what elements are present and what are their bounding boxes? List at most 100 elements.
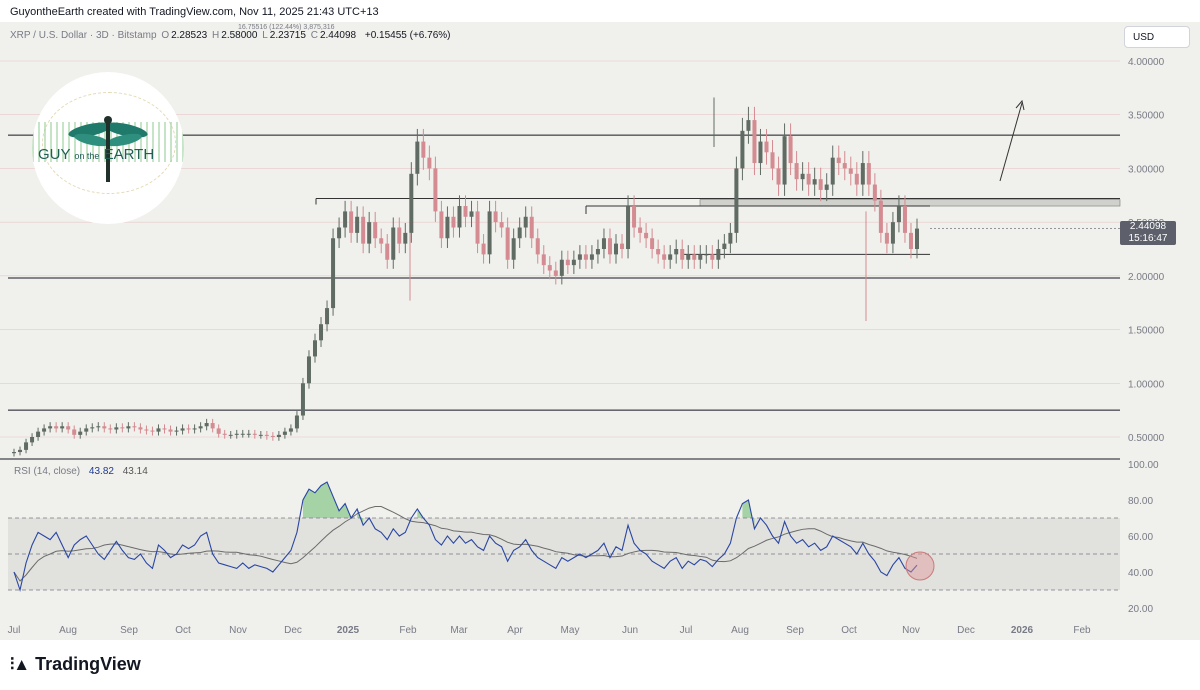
candle-body <box>427 157 432 169</box>
tradingview-logo[interactable]: ⫶▲ TradingView <box>10 654 141 675</box>
candle-body <box>216 428 221 434</box>
candle-body <box>60 426 65 429</box>
rsi-tick-label: 20.00 <box>1128 604 1153 615</box>
candle-body <box>866 163 871 185</box>
candle-body <box>565 259 570 266</box>
candle-body <box>144 429 149 431</box>
candle-body <box>36 431 41 437</box>
candle-body <box>294 415 299 429</box>
rsi-legend[interactable]: RSI (14, close) 43.82 43.14 <box>14 466 148 477</box>
rsi-value: 43.82 <box>88 466 114 477</box>
candle-body <box>535 238 540 255</box>
candle-body <box>487 211 492 255</box>
time-tick-label: Nov <box>229 625 247 636</box>
candle-body <box>517 227 522 239</box>
candle-body <box>180 428 185 431</box>
candle-body <box>686 254 691 260</box>
candle-body <box>505 227 510 260</box>
rsi-tick-label: 40.00 <box>1128 568 1153 579</box>
candle-body <box>228 434 233 436</box>
candle-body <box>908 232 913 249</box>
candle-body <box>325 308 330 325</box>
candle-body <box>343 211 348 228</box>
time-tick-label: Sep <box>120 625 138 636</box>
rsi-ma-value: 43.14 <box>122 466 148 477</box>
rsi-highlight-circle <box>905 551 935 581</box>
candle-body <box>270 435 275 437</box>
candle-body <box>650 238 655 249</box>
dragonfly-icon <box>68 116 148 182</box>
price-tick-label: 2.00000 <box>1128 272 1165 283</box>
candle-body <box>78 431 83 435</box>
candle-body <box>632 206 637 228</box>
candle-body <box>541 254 546 266</box>
candle-body <box>493 211 498 223</box>
candle-body <box>644 232 649 239</box>
rsi-title: RSI (14, close) <box>14 466 81 477</box>
ohlc-open-label: O <box>161 30 170 41</box>
candle-body <box>577 254 582 260</box>
price-tick-label: 3.50000 <box>1128 111 1165 122</box>
candle-body <box>373 222 378 239</box>
time-axis[interactable]: Jul Aug Sep Oct Nov Dec 2025 Feb Mar Apr May Jun Jul… <box>8 625 1091 636</box>
candle-body <box>511 238 516 260</box>
candle-body <box>367 222 372 244</box>
price-tick-label: 3.00000 <box>1128 164 1165 175</box>
candle-body <box>30 437 35 443</box>
projection-arrow <box>999 99 1025 182</box>
candle-body <box>680 249 685 260</box>
time-tick-label: Feb <box>399 625 417 636</box>
candle-body <box>210 423 215 429</box>
price-axis[interactable]: 4.000003.500003.000002.500002.000001.500… <box>1128 57 1165 444</box>
candle-body <box>842 163 847 169</box>
time-tick-label: Jul <box>680 625 693 636</box>
candle-body <box>132 426 137 428</box>
ohlc-low-label: L <box>262 30 268 41</box>
currency-button[interactable]: USD <box>1124 26 1190 48</box>
time-tick-label: Jul <box>8 625 21 636</box>
candle-body <box>451 216 456 228</box>
candle-body <box>746 120 751 131</box>
symbol-name: XRP / U.S. Dollar · 3D · Bitstamp <box>10 30 157 41</box>
price-tick-label: 4.00000 <box>1128 57 1165 68</box>
price-tick-label: 1.50000 <box>1128 326 1165 337</box>
candle-body <box>589 254 594 260</box>
candle-body <box>168 429 173 432</box>
candle-body <box>114 427 119 430</box>
candle-body <box>782 136 787 185</box>
symbol-legend[interactable]: XRP / U.S. Dollar · 3D · Bitstamp O 2.285… <box>10 30 453 41</box>
ohlc-high: 2.58000 <box>221 30 258 41</box>
candle-body <box>186 428 191 430</box>
candle-body <box>583 254 588 260</box>
candle-body <box>758 141 763 164</box>
candle-body <box>626 206 631 249</box>
candle-body <box>656 249 661 255</box>
candle-body <box>162 428 167 430</box>
candle-body <box>728 232 733 244</box>
candle-body <box>830 157 835 185</box>
candle-body <box>764 141 769 153</box>
candle-body <box>276 434 281 437</box>
rsi-axis[interactable]: 100.00 80.00 60.00 40.00 20.00 <box>1128 460 1159 615</box>
chart-credit: GuyontheEarth created with TradingView.c… <box>10 6 379 18</box>
candle-series <box>12 97 1120 457</box>
rsi-tick-label: 80.00 <box>1128 496 1153 507</box>
candle-body <box>12 452 16 454</box>
candle-body <box>547 265 552 271</box>
candle-body <box>872 184 877 201</box>
grid-lines <box>0 60 1120 438</box>
candle-body <box>529 216 534 239</box>
candle-body <box>355 216 360 233</box>
candle-body <box>878 200 883 233</box>
candle-body <box>379 238 384 244</box>
candle-body <box>806 173 811 185</box>
candle-body <box>523 216 528 228</box>
logo-word-onthe: on the <box>74 151 100 161</box>
candle-body <box>18 449 23 453</box>
candle-body <box>258 434 263 436</box>
candle-body <box>722 243 727 249</box>
candle-body <box>716 249 721 260</box>
candle-body <box>704 254 709 256</box>
ohlc-high-label: H <box>212 30 220 41</box>
